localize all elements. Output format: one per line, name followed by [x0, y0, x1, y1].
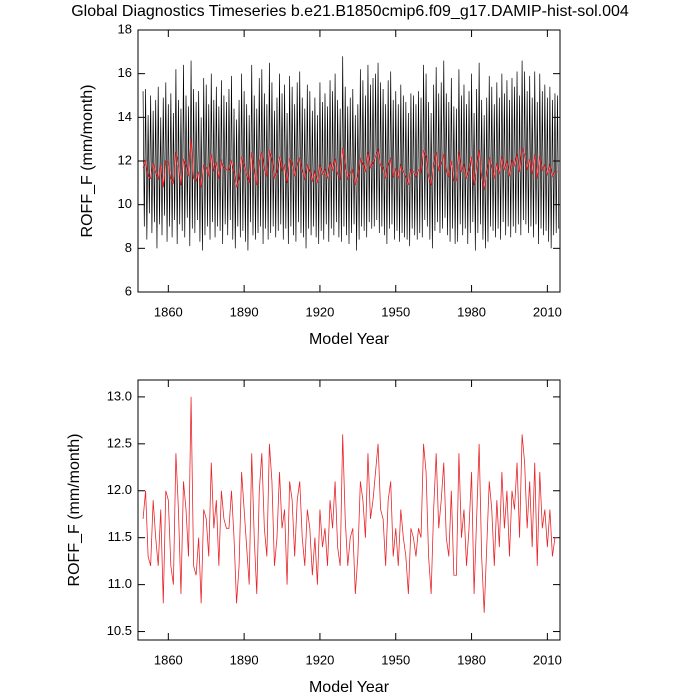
x-tick-label: 1860 — [154, 652, 183, 667]
x-axis-label: Model Year — [309, 679, 390, 696]
x-tick-label: 1950 — [381, 652, 410, 667]
y-tick-label: 12.5 — [107, 435, 132, 450]
x-tick-label: 1920 — [305, 652, 334, 667]
y-tick-label: 18 — [118, 21, 132, 36]
x-tick-label: 1980 — [457, 652, 486, 667]
data-line — [142, 396, 558, 613]
y-tick-label: 6 — [125, 283, 132, 298]
data-line — [142, 139, 558, 190]
y-tick-label: 16 — [118, 65, 132, 80]
y-tick-label: 13.0 — [107, 388, 132, 403]
plot-frame — [137, 379, 561, 641]
y-tick-label: 10 — [118, 196, 132, 211]
y-axis-label: ROFF_F (mm/month) — [79, 85, 96, 238]
x-tick-label: 2010 — [533, 652, 562, 667]
data-line — [142, 56, 560, 251]
x-axis-label: Model Year — [309, 331, 390, 348]
y-tick-label: 8 — [125, 240, 132, 255]
x-tick-label: 2010 — [533, 304, 562, 319]
y-tick-label: 11.0 — [108, 576, 132, 591]
x-tick-label: 1890 — [230, 652, 259, 667]
x-tick-label: 1980 — [457, 304, 486, 319]
chart-title: Global Diagnostics Timeseries b.e21.B185… — [71, 3, 629, 20]
y-tick-label: 10.5 — [107, 623, 132, 638]
x-tick-label: 1890 — [230, 304, 259, 319]
y-tick-label: 14 — [118, 109, 132, 124]
y-tick-label: 11.5 — [108, 529, 132, 544]
x-tick-label: 1920 — [305, 304, 334, 319]
x-tick-label: 1860 — [154, 304, 183, 319]
y-tick-label: 12.0 — [107, 482, 132, 497]
x-tick-label: 1950 — [381, 304, 410, 319]
y-axis-label: ROFF_F (mm/month) — [66, 434, 83, 587]
y-tick-label: 12 — [118, 152, 132, 167]
